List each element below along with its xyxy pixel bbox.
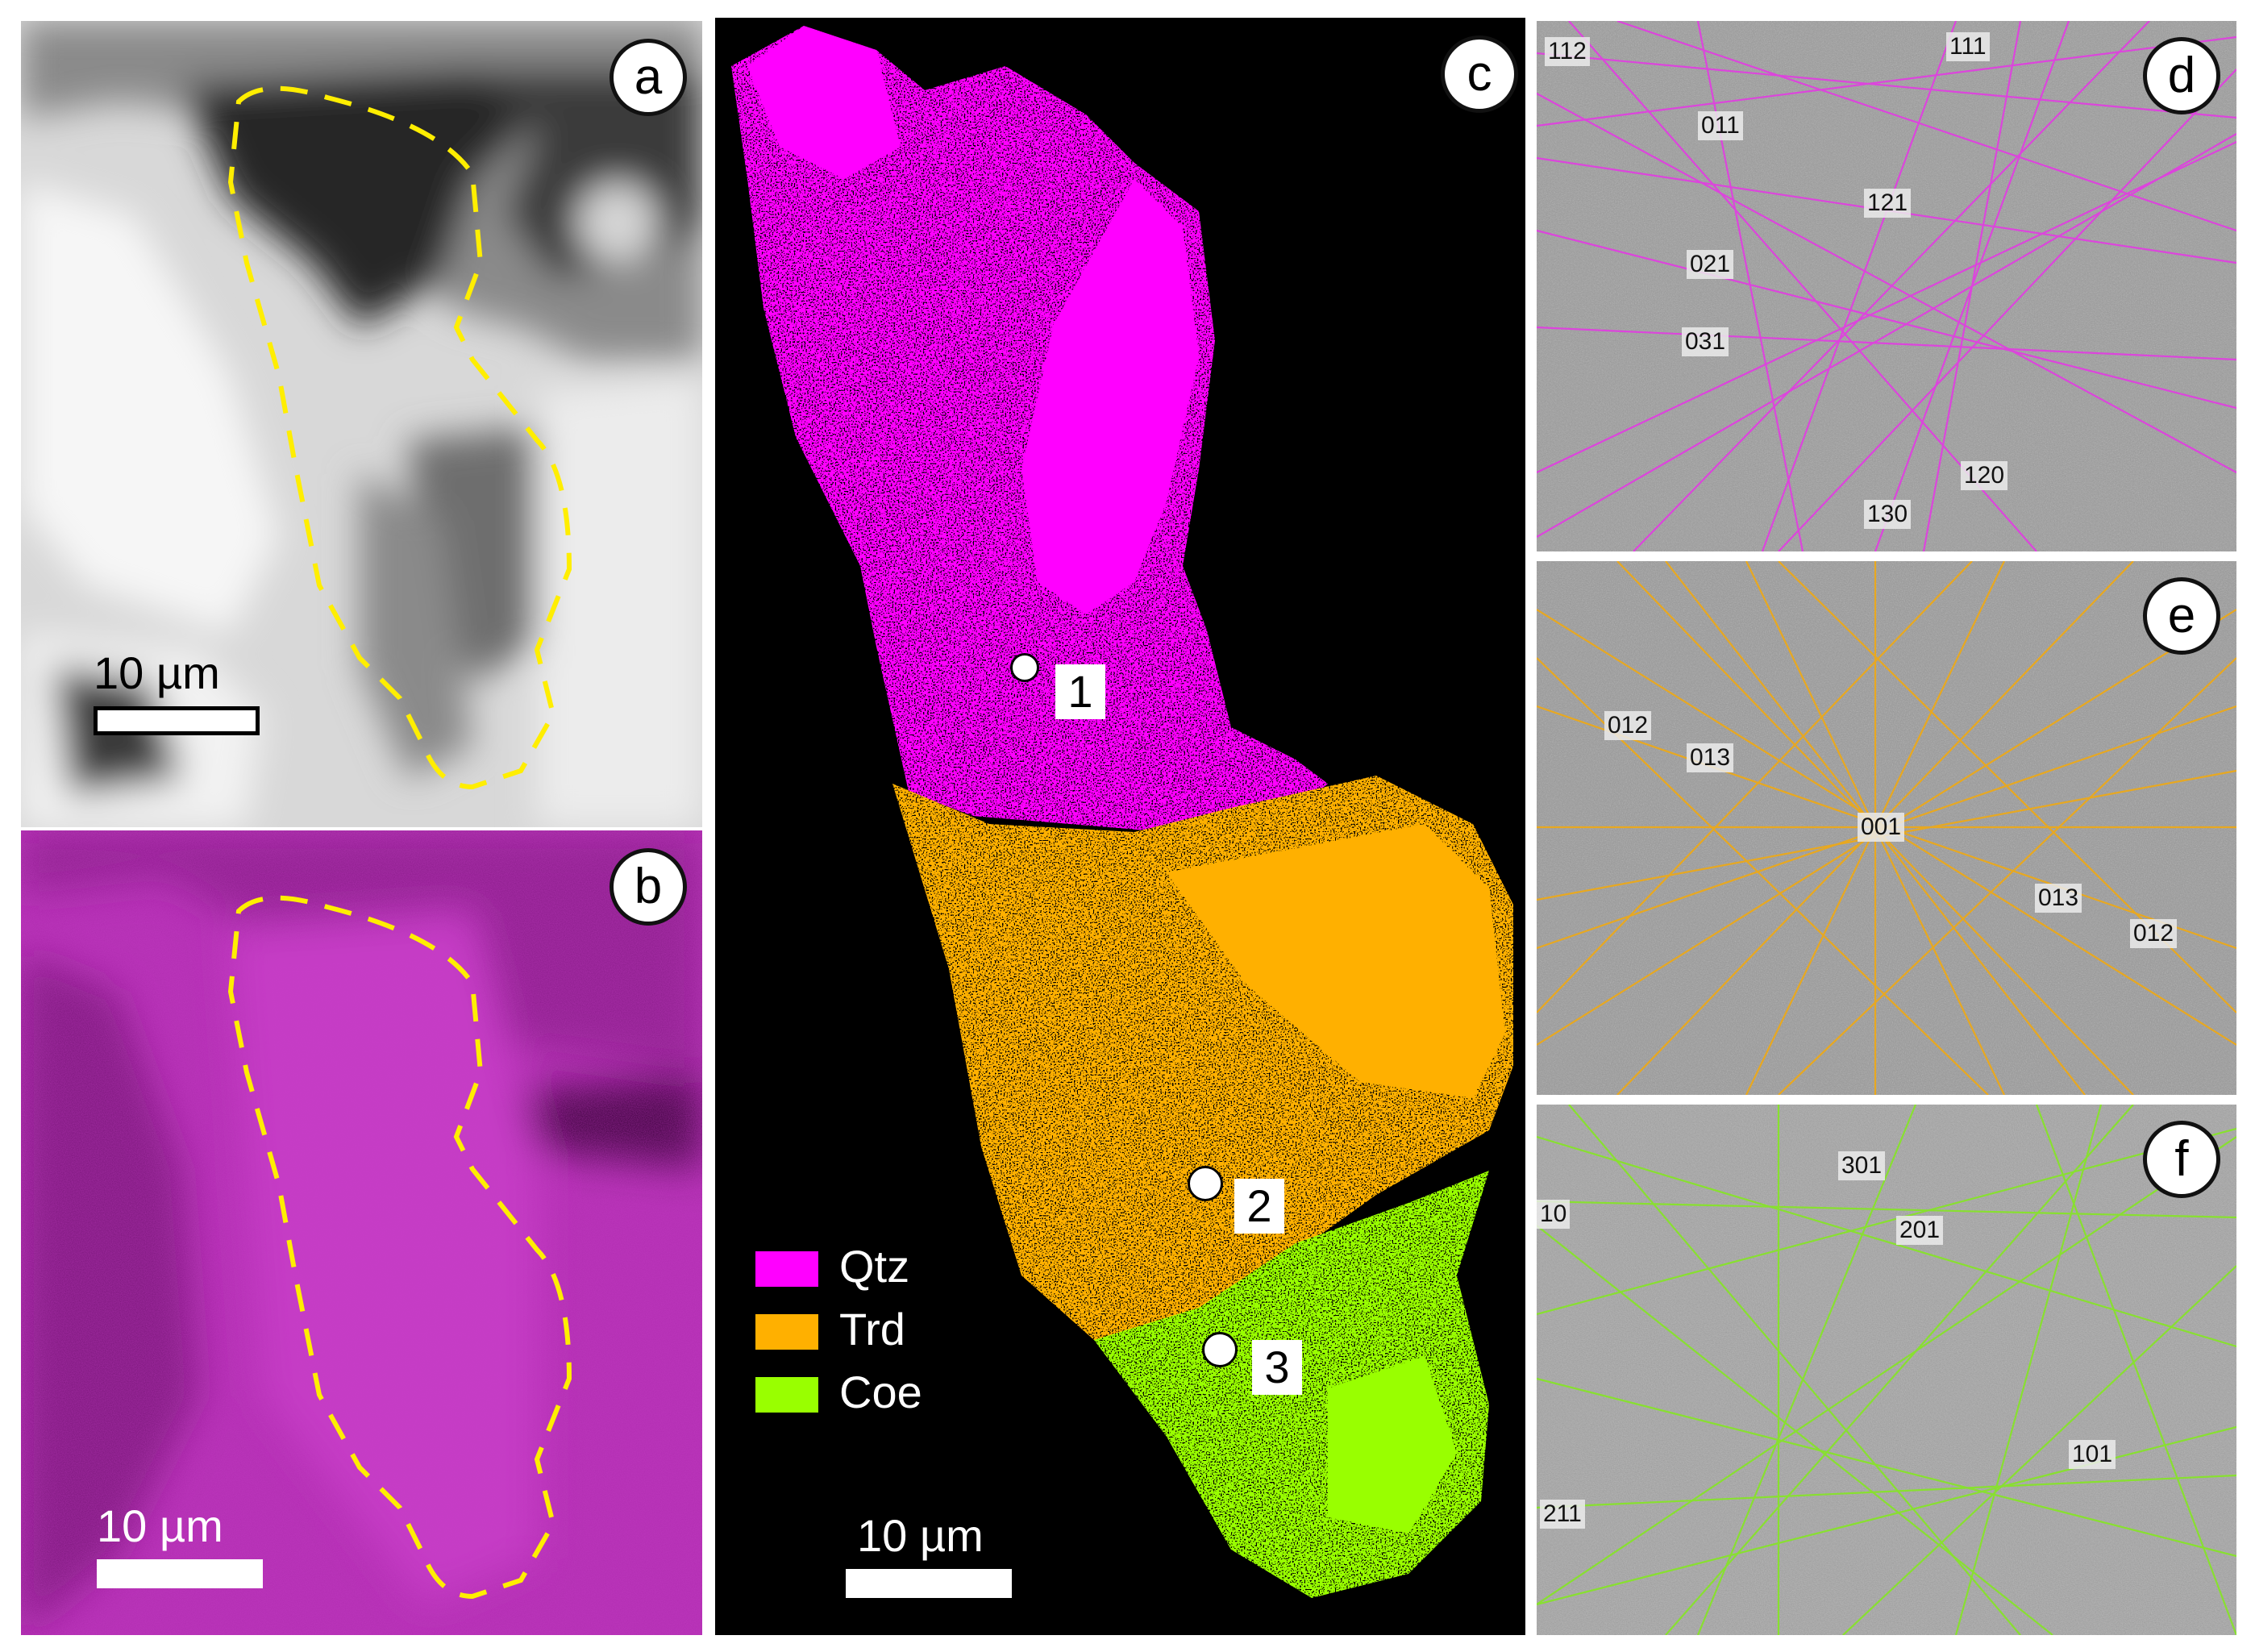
scale-bar-a: 10 µm bbox=[94, 647, 287, 743]
panel-c-phase-map: c 1 2 3 Qtz Trd Coe 10 µm bbox=[715, 18, 1525, 1635]
scale-bar-rect-c bbox=[846, 1569, 1012, 1598]
zone-index-e-4: 013 bbox=[2035, 884, 2082, 913]
legend-swatch-qtz bbox=[755, 1251, 818, 1287]
scale-bar-rect-b bbox=[97, 1559, 263, 1588]
zone-index-f-4: 101 bbox=[2069, 1440, 2116, 1469]
scale-label-c: 10 µm bbox=[857, 1510, 984, 1561]
scale-label-a: 10 µm bbox=[94, 647, 220, 698]
kikuchi-lines-f bbox=[1537, 1105, 2236, 1635]
panel-d-ebsd-pattern: 112 111 011 121 021 031 120 130 d bbox=[1537, 21, 2236, 551]
point-label-2: 2 bbox=[1234, 1179, 1284, 1234]
zone-index-d-4: 121 bbox=[1864, 189, 1912, 218]
point-label-1: 1 bbox=[1055, 664, 1105, 719]
outline-dashed-b bbox=[227, 895, 572, 1600]
analysis-point-2[interactable] bbox=[1188, 1166, 1223, 1201]
zone-index-d-5: 021 bbox=[1687, 250, 1734, 279]
outline-dashed bbox=[227, 85, 572, 790]
map-background bbox=[21, 830, 702, 1635]
panel-f-ebsd-pattern: 301 10 201 101 211 f bbox=[1537, 1105, 2236, 1635]
scale-label-b: 10 µm bbox=[97, 1500, 223, 1551]
zone-index-d-2: 111 bbox=[1946, 32, 1990, 61]
panel-letter-e: e bbox=[2143, 577, 2220, 655]
legend-swatch-coe bbox=[755, 1377, 818, 1413]
panel-e-ebsd-pattern: 012 013 001 013 012 e bbox=[1537, 561, 2236, 1095]
zone-index-e-5: 012 bbox=[2130, 919, 2178, 948]
zone-index-e-1: 012 bbox=[1604, 711, 1652, 740]
zone-index-f-2: 10 bbox=[1537, 1200, 1571, 1229]
zone-index-d-7: 120 bbox=[1961, 461, 2008, 490]
scale-bar-b: 10 µm bbox=[97, 1500, 290, 1596]
zone-index-e-2: 013 bbox=[1687, 743, 1734, 772]
zone-index-e-3: 001 bbox=[1858, 813, 1905, 842]
panel-a-sem-image: a 10 µm bbox=[21, 21, 702, 827]
point-label-3: 3 bbox=[1252, 1340, 1302, 1395]
panel-letter-a: a bbox=[610, 39, 687, 116]
phase-map bbox=[731, 26, 1513, 1598]
legend-label-trd: Trd bbox=[839, 1304, 905, 1354]
analysis-point-3[interactable] bbox=[1202, 1332, 1238, 1367]
zone-index-d-6: 031 bbox=[1682, 327, 1729, 356]
scale-bar-c: 10 µm bbox=[846, 1509, 1039, 1606]
zone-index-f-5: 211 bbox=[1540, 1500, 1585, 1529]
kikuchi-lines-d bbox=[1537, 21, 2236, 551]
zone-index-f-3: 201 bbox=[1896, 1216, 1944, 1245]
panel-letter-d: d bbox=[2143, 37, 2220, 114]
panel-letter-b: b bbox=[610, 848, 687, 926]
scale-bar-rect-a bbox=[94, 706, 260, 735]
legend-swatch-trd bbox=[755, 1314, 818, 1350]
legend-label-coe: Coe bbox=[839, 1367, 922, 1417]
zone-index-d-8: 130 bbox=[1864, 500, 1912, 529]
panel-letter-f: f bbox=[2143, 1121, 2220, 1198]
analysis-point-1[interactable] bbox=[1010, 653, 1039, 682]
panel-letter-c: c bbox=[1441, 35, 1518, 113]
zone-index-d-3: 011 bbox=[1698, 111, 1743, 140]
panel-b-element-map: b 10 µm bbox=[21, 830, 702, 1635]
legend-label-qtz: Qtz bbox=[839, 1241, 910, 1292]
sem-background bbox=[21, 21, 702, 827]
zone-index-f-1: 301 bbox=[1838, 1151, 1886, 1180]
zone-index-d-1: 112 bbox=[1545, 37, 1590, 66]
